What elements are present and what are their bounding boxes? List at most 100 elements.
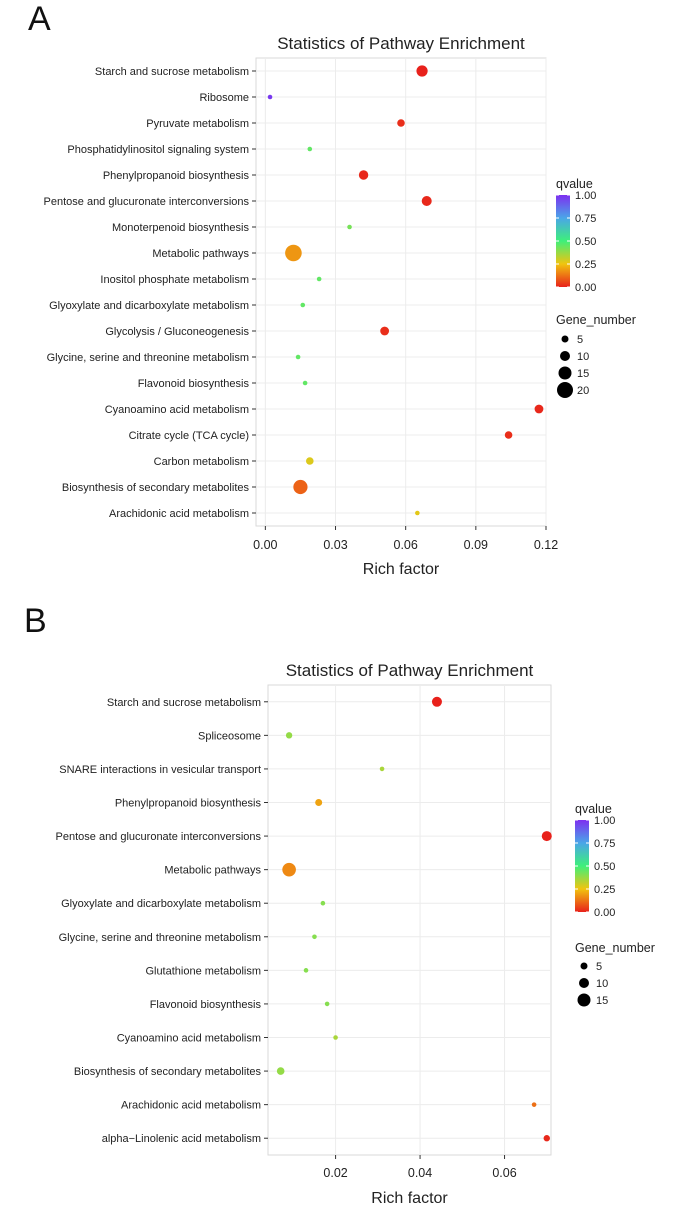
- qvalue-legend-title: qvalue: [575, 802, 612, 816]
- point-monoterpenoid-biosynthesis: [347, 224, 352, 230]
- panel-letter-b: B: [24, 602, 47, 640]
- y-tick-label-metabolic-pathways: Metabolic pathways: [152, 248, 249, 260]
- x-tick-label: 0.06: [394, 538, 418, 552]
- qvalue-tick-label: 1.00: [594, 815, 615, 827]
- gene-number-legend-label: 5: [577, 334, 583, 346]
- x-tick-label: 0.03: [323, 538, 347, 552]
- x-axis-label: Rich factor: [363, 561, 440, 578]
- x-tick-label: 0.02: [323, 1166, 347, 1180]
- point-snare-interactions-in-vesicular-transport: [379, 766, 385, 772]
- x-tick-label: 0.06: [492, 1166, 516, 1180]
- y-tick-label-glutathione-metabolism: Glutathione metabolism: [145, 965, 261, 977]
- gene-number-legend-dot: [558, 366, 572, 380]
- y-tick-label-pentose-and-glucuronate-interconversions: Pentose and glucuronate interconversions: [56, 831, 262, 843]
- point-cyanoamino-acid-metabolism: [333, 1035, 338, 1040]
- y-tick-label-starch-and-sucrose-metabolism: Starch and sucrose metabolism: [107, 697, 261, 709]
- gene-number-legend-label: 15: [577, 368, 589, 380]
- point-ribosome: [267, 94, 273, 100]
- qvalue-tick-label: 0.00: [594, 907, 615, 919]
- point-spliceosome: [285, 732, 293, 739]
- y-tick-label-glycine-serine-and-threonine-metabolism: Glycine, serine and threonine metabolism: [47, 352, 249, 364]
- y-tick-label-citrate-cycle-tca-cycle: Citrate cycle (TCA cycle): [129, 430, 249, 442]
- qvalue-tick-label: 0.25: [594, 884, 615, 896]
- point-biosynthesis-of-secondary-metabolites: [293, 479, 308, 495]
- point-starch-and-sucrose-metabolism: [416, 65, 428, 77]
- y-tick-label-inositol-phosphate-metabolism: Inositol phosphate metabolism: [100, 274, 249, 286]
- point-arachidonic-acid-metabolism: [531, 1102, 537, 1107]
- qvalue-colorbar: [556, 195, 570, 287]
- gene-number-legend-dot: [560, 351, 570, 361]
- qvalue-tick-label: 0.75: [575, 213, 596, 225]
- y-tick-label-biosynthesis-of-secondary-metabolites: Biosynthesis of secondary metabolites: [74, 1066, 262, 1078]
- qvalue-tick-label: 0.75: [594, 838, 615, 850]
- gene-number-legend-title: Gene_number: [575, 941, 655, 955]
- y-tick-label-starch-and-sucrose-metabolism: Starch and sucrose metabolism: [95, 66, 249, 78]
- gene-number-legend-label: 15: [596, 995, 608, 1007]
- y-tick-label-spliceosome: Spliceosome: [198, 730, 261, 742]
- y-tick-label-glyoxylate-and-dicarboxylate-metabolism: Glyoxylate and dicarboxylate metabolism: [61, 898, 261, 910]
- point-pyruvate-metabolism: [397, 119, 405, 127]
- gene-number-legend-dot: [579, 978, 589, 988]
- gene-number-legend-title: Gene_number: [556, 313, 636, 327]
- qvalue-tick-label: 0.50: [575, 236, 596, 248]
- x-tick-label: 0.09: [464, 538, 488, 552]
- plot-area: [267, 684, 552, 1156]
- point-glyoxylate-and-dicarboxylate-metabolism: [320, 900, 326, 906]
- y-tick-label-phenylpropanoid-biosynthesis: Phenylpropanoid biosynthesis: [103, 170, 250, 182]
- point-pentose-and-glucuronate-interconversions: [541, 831, 552, 842]
- chart-title: Statistics of Pathway Enrichment: [286, 661, 534, 680]
- y-tick-label-flavonoid-biosynthesis: Flavonoid biosynthesis: [150, 999, 262, 1011]
- y-tick-label-glycolysis-gluconeogenesis: Glycolysis / Gluconeogenesis: [105, 326, 249, 338]
- point-citrate-cycle-tca-cycle: [504, 431, 513, 439]
- x-axis-label: Rich factor: [371, 1190, 448, 1207]
- enrichment-chart-a: Statistics of Pathway Enrichment Starch a…: [44, 34, 636, 578]
- y-tick-label-biosynthesis-of-secondary-metabolites: Biosynthesis of secondary metabolites: [62, 482, 250, 494]
- y-tick-label-snare-interactions-in-vesicular-transport: SNARE interactions in vesicular transpor…: [59, 764, 261, 776]
- point-glycolysis-gluconeogenesis: [380, 326, 390, 336]
- qvalue-tick-label: 0.25: [575, 259, 596, 271]
- y-tick-label-pentose-and-glucuronate-interconversions: Pentose and glucuronate interconversions: [44, 196, 250, 208]
- point-glycine-serine-and-threonine-metabolism: [312, 934, 317, 940]
- gene-number-legend-label: 5: [596, 961, 602, 973]
- plot-area: [255, 57, 547, 527]
- y-tick-label-metabolic-pathways: Metabolic pathways: [164, 865, 261, 877]
- y-tick-label-alpha-linolenic-acid-metabolism: alpha−Linolenic acid metabolism: [102, 1133, 261, 1145]
- point-alpha-linolenic-acid-metabolism: [543, 1135, 550, 1142]
- point-carbon-metabolism: [305, 457, 314, 465]
- y-tick-label-glyoxylate-and-dicarboxylate-metabolism: Glyoxylate and dicarboxylate metabolism: [49, 300, 249, 312]
- point-pentose-and-glucuronate-interconversions: [421, 196, 432, 206]
- point-phenylpropanoid-biosynthesis: [315, 799, 323, 806]
- point-arachidonic-acid-metabolism: [415, 510, 420, 516]
- qvalue-tick-label: 0.00: [575, 282, 596, 294]
- gene-number-legend-label: 10: [577, 351, 589, 363]
- gene-number-legend-dot: [561, 335, 569, 343]
- x-tick-label: 0.04: [408, 1166, 432, 1180]
- point-metabolic-pathways: [285, 244, 302, 262]
- point-inositol-phosphate-metabolism: [316, 276, 322, 282]
- point-phenylpropanoid-biosynthesis: [358, 170, 369, 180]
- gene-number-legend-label: 10: [596, 978, 608, 990]
- point-glyoxylate-and-dicarboxylate-metabolism: [300, 302, 306, 308]
- qvalue-legend-title: qvalue: [556, 177, 593, 191]
- enrichment-chart-b: Statistics of Pathway Enrichment Starch a…: [56, 661, 655, 1207]
- panel-letter-a: A: [28, 0, 51, 38]
- qvalue-colorbar: [575, 820, 589, 912]
- y-tick-label-phenylpropanoid-biosynthesis: Phenylpropanoid biosynthesis: [115, 798, 262, 810]
- y-tick-label-carbon-metabolism: Carbon metabolism: [154, 456, 249, 468]
- x-tick-label: 0.12: [534, 538, 558, 552]
- gene-number-legend-dot: [580, 962, 588, 970]
- y-tick-label-ribosome: Ribosome: [199, 92, 249, 104]
- point-starch-and-sucrose-metabolism: [431, 696, 442, 707]
- point-flavonoid-biosynthesis: [302, 380, 308, 386]
- y-tick-label-phosphatidylinositol-signaling-system: Phosphatidylinositol signaling system: [67, 144, 249, 156]
- y-tick-label-arachidonic-acid-metabolism: Arachidonic acid metabolism: [121, 1100, 261, 1112]
- y-tick-label-cyanoamino-acid-metabolism: Cyanoamino acid metabolism: [105, 404, 249, 416]
- point-phosphatidylinositol-signaling-system: [307, 146, 313, 152]
- point-cyanoamino-acid-metabolism: [534, 404, 544, 414]
- y-tick-label-glycine-serine-and-threonine-metabolism: Glycine, serine and threonine metabolism: [59, 932, 261, 944]
- y-tick-label-monoterpenoid-biosynthesis: Monoterpenoid biosynthesis: [112, 222, 249, 234]
- y-tick-label-pyruvate-metabolism: Pyruvate metabolism: [146, 118, 249, 130]
- point-glycine-serine-and-threonine-metabolism: [295, 354, 301, 360]
- gene-number-legend-dot: [577, 993, 591, 1007]
- point-biosynthesis-of-secondary-metabolites: [276, 1067, 285, 1075]
